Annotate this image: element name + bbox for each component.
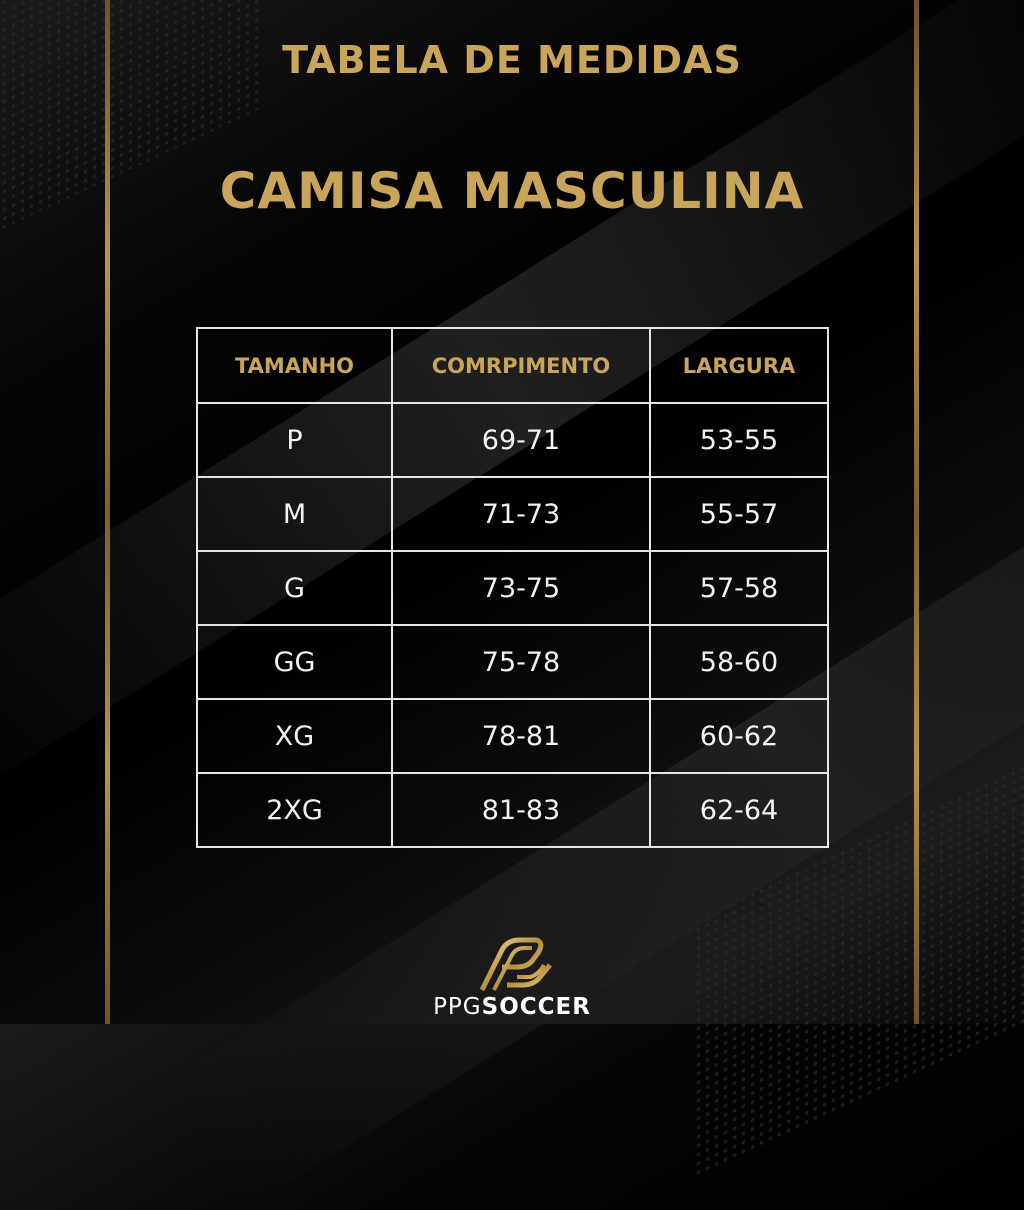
- table-header-row: TAMANHO COMRPIMENTO LARGURA: [196, 327, 829, 404]
- length-cell: 78-81: [391, 698, 651, 774]
- brand-name: PPGSOCCER: [0, 994, 1024, 1020]
- table-row: G 73-75 57-58: [196, 550, 829, 626]
- width-cell: 53-55: [649, 402, 829, 478]
- length-cell: 71-73: [391, 476, 651, 552]
- size-cell: G: [196, 550, 393, 626]
- width-cell: 57-58: [649, 550, 829, 626]
- size-cell: 2XG: [196, 772, 393, 848]
- length-cell: 75-78: [391, 624, 651, 700]
- column-header: TAMANHO: [196, 327, 393, 404]
- table-row: P 69-71 53-55: [196, 402, 829, 478]
- column-header: COMRPIMENTO: [391, 327, 651, 404]
- width-cell: 62-64: [649, 772, 829, 848]
- width-cell: 60-62: [649, 698, 829, 774]
- size-table: TAMANHO COMRPIMENTO LARGURA P 69-71 53-55 M…: [196, 327, 829, 848]
- width-cell: 58-60: [649, 624, 829, 700]
- brand-prefix: PPG: [433, 994, 482, 1020]
- size-cell: M: [196, 476, 393, 552]
- width-cell: 55-57: [649, 476, 829, 552]
- table-row: 2XG 81-83 62-64: [196, 772, 829, 848]
- table-row: GG 75-78 58-60: [196, 624, 829, 700]
- length-cell: 69-71: [391, 402, 651, 478]
- size-cell: XG: [196, 698, 393, 774]
- table-row: M 71-73 55-57: [196, 476, 829, 552]
- page-subtitle: CAMISA MASCULINA: [219, 162, 805, 220]
- gold-border-line-left: [105, 0, 110, 1024]
- brand-suffix: SOCCER: [481, 994, 591, 1020]
- table-row: XG 78-81 60-62: [196, 698, 829, 774]
- page-title: TABELA DE MEDIDAS: [282, 38, 742, 82]
- size-cell: P: [196, 402, 393, 478]
- size-cell: GG: [196, 624, 393, 700]
- column-header: LARGURA: [649, 327, 829, 404]
- ppg-logo-icon: [479, 937, 552, 992]
- length-cell: 73-75: [391, 550, 651, 626]
- length-cell: 81-83: [391, 772, 651, 848]
- gold-border-line-right: [914, 0, 919, 1024]
